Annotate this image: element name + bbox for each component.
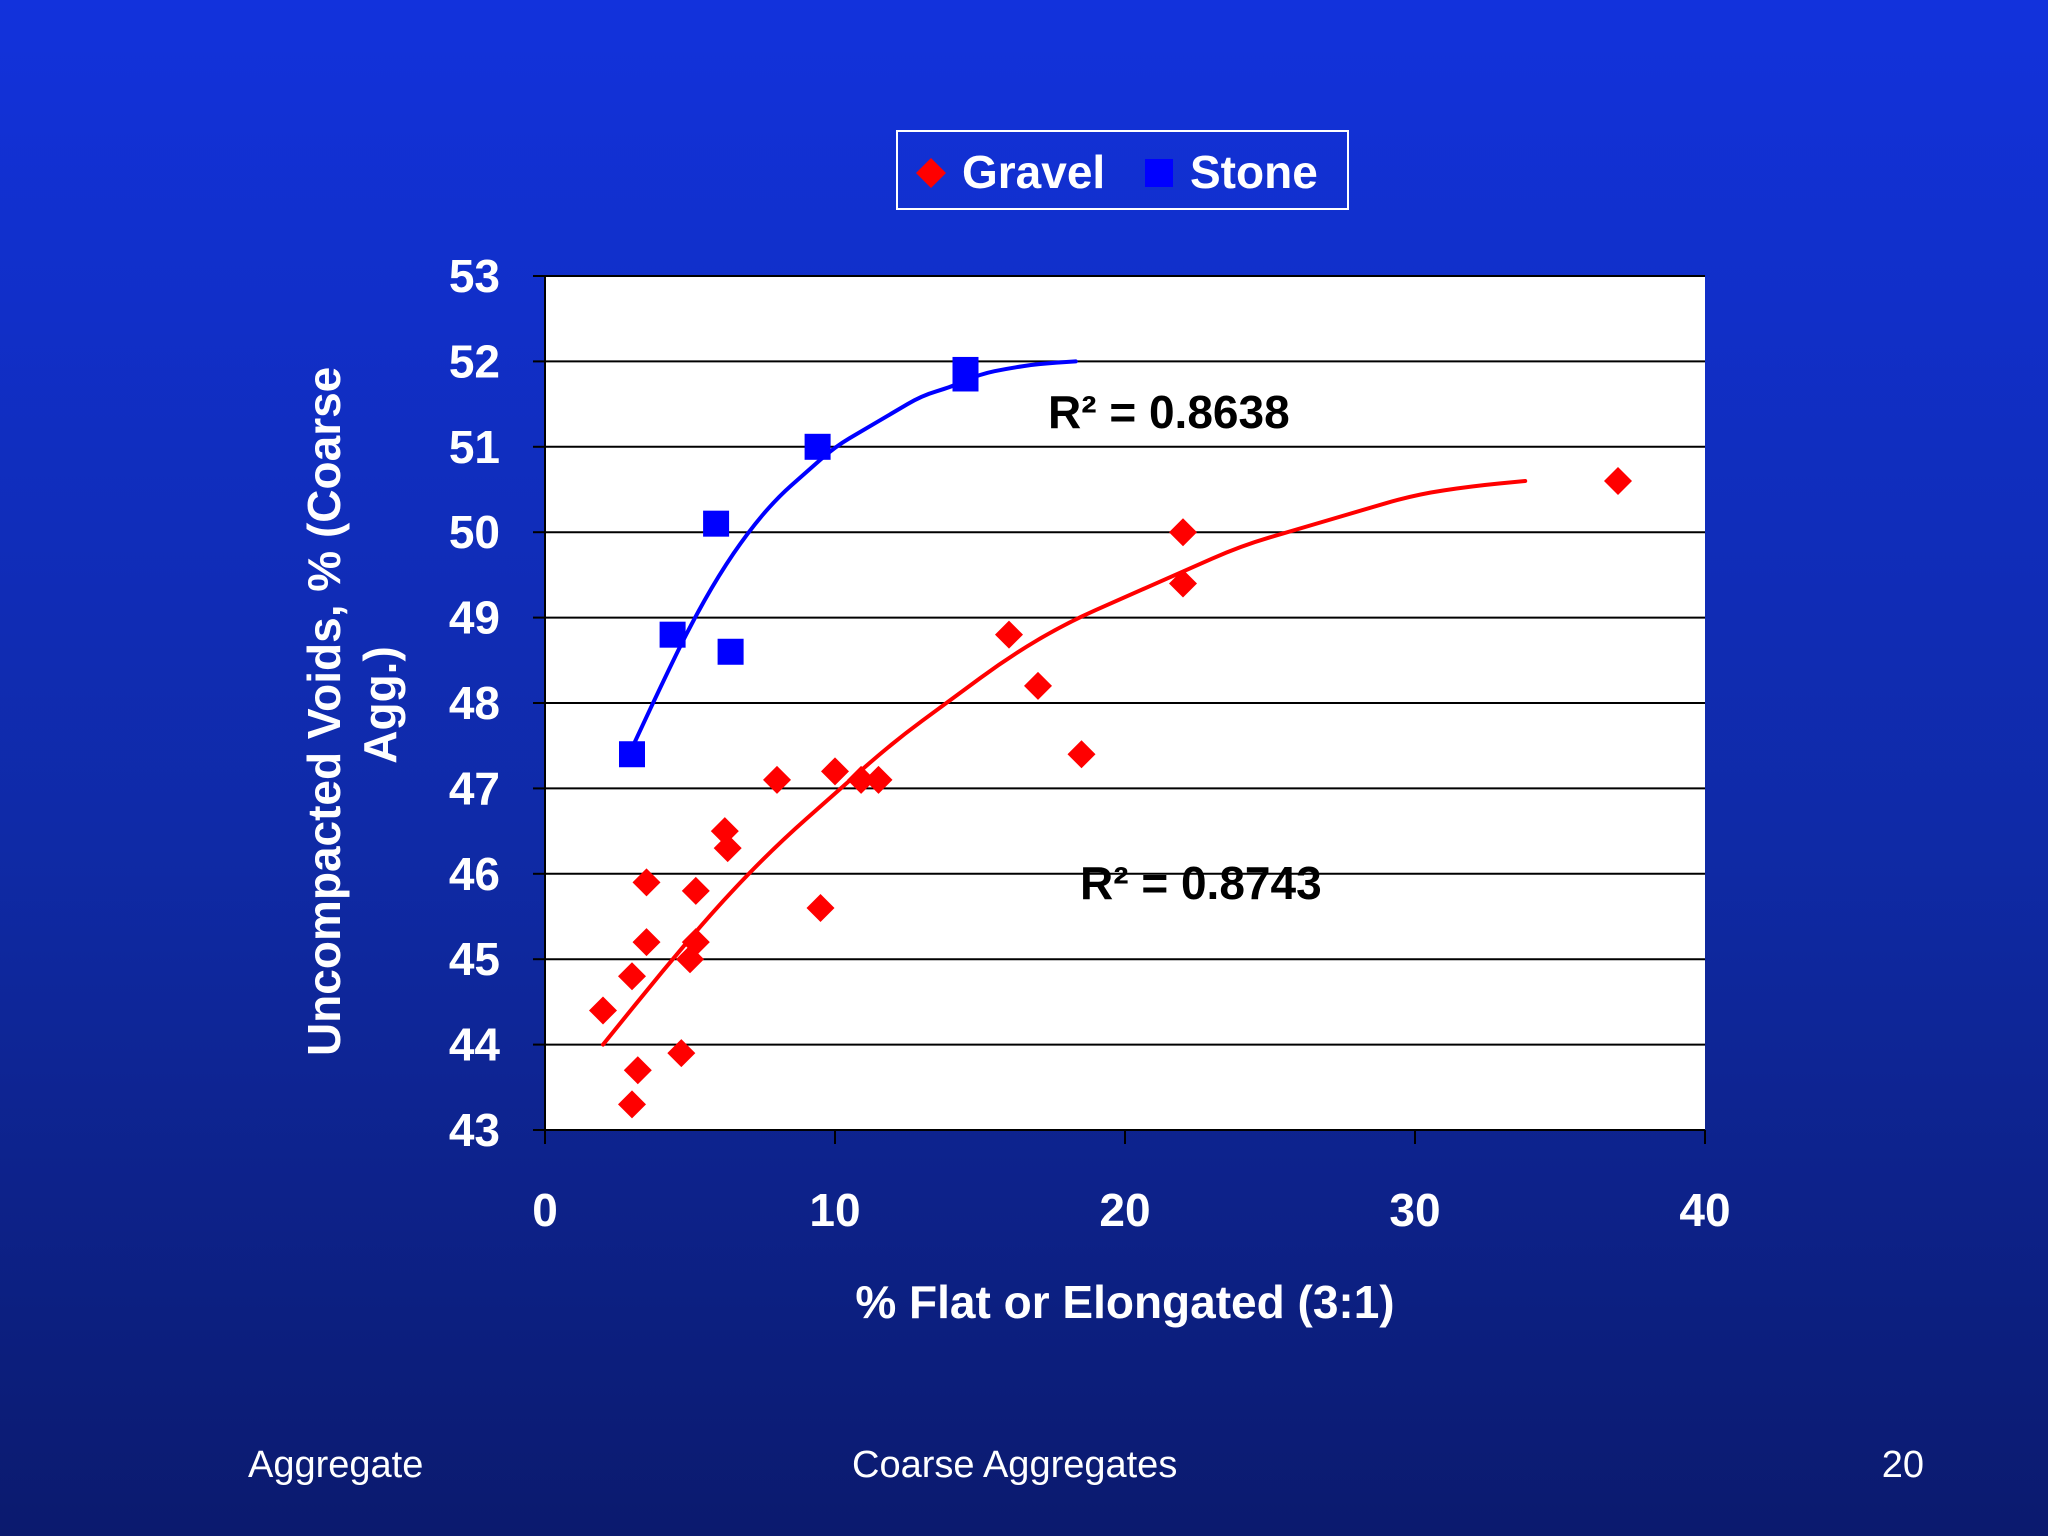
gravel-point-6 xyxy=(667,1039,696,1068)
x-tick-label-40: 40 xyxy=(1679,1184,1730,1236)
gravel-point-16 xyxy=(864,765,893,794)
gravel-point-5 xyxy=(632,868,661,897)
gravel-point-21 xyxy=(1169,569,1197,598)
x-tick-label-20: 20 xyxy=(1099,1184,1150,1236)
footer-left: Aggregate xyxy=(248,1444,424,1486)
gravel-point-2 xyxy=(623,1056,652,1085)
gravel-point-4 xyxy=(632,928,661,957)
legend-stone-label: Stone xyxy=(1190,146,1318,198)
gravel-point-13 xyxy=(806,893,835,922)
y-tick-label-46: 46 xyxy=(449,848,500,900)
gravel-point-10 xyxy=(710,817,739,846)
y-tick-label-51: 51 xyxy=(449,421,500,473)
legend-box xyxy=(896,130,1349,210)
legend-gravel-marker xyxy=(916,158,946,188)
gravel-point-15 xyxy=(847,765,876,794)
stone-point-3 xyxy=(717,638,744,665)
x-axis-title: % Flat or Elongated (3:1) xyxy=(855,1276,1394,1328)
y-axis-title-line1: Uncompacted Voids, % (Coarse xyxy=(298,367,350,1056)
gravel-point-11 xyxy=(713,834,742,863)
y-tick-label-52: 52 xyxy=(449,335,500,387)
y-axis-title-line2: Agg.) xyxy=(354,646,406,764)
gravel-point-0 xyxy=(589,996,617,1025)
stone-point-2 xyxy=(703,510,730,537)
page-number: 20 xyxy=(1881,1444,1924,1486)
gravel-point-17 xyxy=(995,620,1023,649)
y-tick-label-47: 47 xyxy=(449,762,500,814)
gravel-point-1 xyxy=(618,962,646,991)
legend-stone-marker xyxy=(1145,159,1173,187)
gravel-point-9 xyxy=(681,876,710,905)
trendlines xyxy=(601,359,1528,1047)
x-tick-label-0: 0 xyxy=(532,1184,558,1236)
gravel-point-3 xyxy=(618,1090,646,1119)
footer-center: Coarse Aggregates xyxy=(852,1444,1178,1486)
stone-point-0 xyxy=(619,741,645,768)
stone-point-1 xyxy=(659,621,686,648)
stone-trendline xyxy=(627,359,1078,757)
gravel-point-12 xyxy=(763,765,791,794)
y-tick-label-45: 45 xyxy=(449,933,500,985)
y-axis-title: Uncompacted Voids, % (Coarse Agg.) xyxy=(298,354,406,1056)
legend-gravel-label: Gravel xyxy=(962,146,1105,198)
stone-point-6 xyxy=(952,356,979,383)
gravel-point-20 xyxy=(1169,518,1197,547)
axes: 43 44 45 46 47 48 49 50 51 52 53 0 10 20 30 40 xyxy=(449,250,1731,1236)
legend: Gravel Stone xyxy=(896,130,1349,210)
gridlines xyxy=(545,275,1705,1046)
x-tick-label-10: 10 xyxy=(809,1184,860,1236)
stone-point-4 xyxy=(804,433,831,460)
y-tick-label-48: 48 xyxy=(449,677,500,729)
data-markers xyxy=(589,356,1632,1119)
stone-r-squared-label: R² = 0.8638 xyxy=(1048,386,1290,438)
gravel-r-squared-label: R² = 0.8743 xyxy=(1080,857,1322,909)
gravel-point-14 xyxy=(821,757,849,786)
y-tick-label-53: 53 xyxy=(449,250,500,302)
gravel-point-19 xyxy=(1067,740,1096,769)
y-tick-label-43: 43 xyxy=(449,1104,500,1156)
y-tick-label-49: 49 xyxy=(449,592,500,644)
y-tick-label-44: 44 xyxy=(449,1019,501,1071)
y-tick-label-50: 50 xyxy=(449,506,500,558)
gravel-point-22 xyxy=(1604,466,1632,495)
gravel-point-8 xyxy=(681,928,710,957)
gravel-trendline xyxy=(601,478,1528,1047)
x-tick-label-30: 30 xyxy=(1389,1184,1440,1236)
gravel-point-18 xyxy=(1024,671,1052,700)
